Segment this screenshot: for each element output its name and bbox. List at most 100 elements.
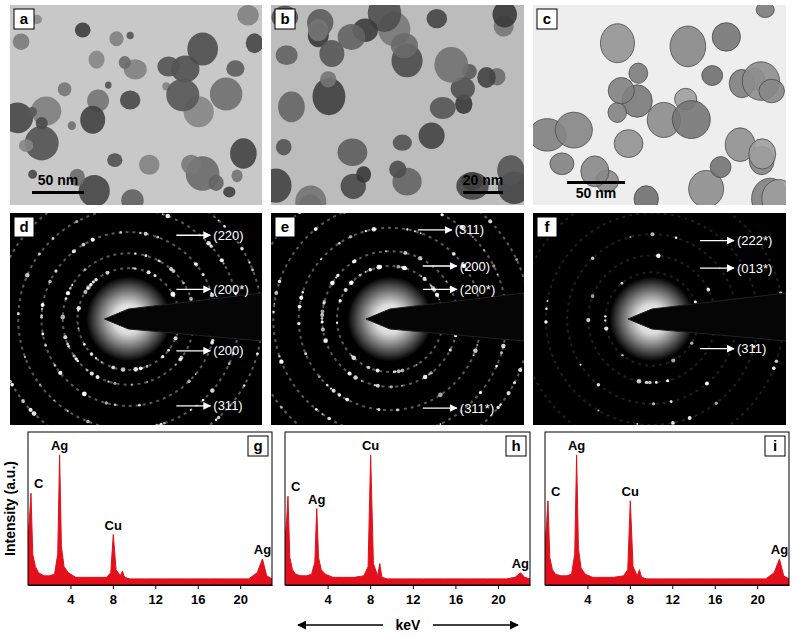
diffraction-spot (54, 364, 57, 367)
diffraction-spot (139, 366, 143, 370)
diffraction-spot (423, 277, 427, 281)
diffraction-spot (175, 364, 177, 366)
scale-bar-label: 50 nm (38, 172, 78, 188)
scale-bar-label: 20 nm (463, 172, 503, 188)
nanoparticle (702, 66, 723, 86)
ring-label: (200) (460, 259, 490, 274)
tem-image (533, 5, 786, 205)
nanoparticle (419, 123, 445, 149)
diffraction-spot (92, 281, 95, 284)
nanoparticle (127, 32, 134, 40)
tick-mark (587, 585, 588, 589)
tick-label: 16 (191, 592, 205, 607)
diffraction-spot (670, 400, 673, 403)
diffraction-spot (414, 230, 416, 232)
tick-label: 8 (367, 592, 374, 607)
nanoparticle (749, 139, 776, 169)
diffraction-spot (121, 367, 126, 372)
nanoparticle (166, 79, 199, 112)
diffraction-spot (473, 349, 477, 353)
nanoparticle (105, 81, 112, 88)
diffraction-spot (476, 344, 478, 346)
scale-bar (567, 181, 625, 184)
ring-arrow (700, 240, 734, 241)
diffraction-spot (251, 268, 254, 271)
diffraction-spot (545, 308, 547, 310)
tick-mark (672, 585, 673, 589)
diffraction-spot (157, 259, 160, 262)
figure: 50 nma20 nmb50 nmc(220)(200*)(200)(311)d… (0, 0, 797, 638)
diffraction-spot (170, 292, 175, 297)
diffraction-spot (248, 262, 250, 264)
tick-mark (240, 585, 241, 589)
x-axis: 48121620 (29, 585, 273, 607)
diffraction-spot (694, 301, 697, 304)
peak-label: Ag (51, 438, 68, 453)
diffraction-spot (147, 270, 151, 274)
nanoparticle (600, 24, 634, 63)
tick-mark (370, 585, 371, 589)
diffraction-spot (299, 296, 303, 300)
diffraction-spot (146, 365, 149, 368)
peak-label: C (551, 484, 561, 499)
panel-label: b (280, 10, 289, 27)
diffraction-spot (518, 368, 522, 372)
tick-label: 4 (324, 592, 332, 607)
diffraction-ring (271, 213, 524, 425)
diffraction-spot (223, 262, 225, 264)
nanoparticle (246, 33, 262, 53)
panel-label: a (20, 10, 29, 27)
saed-panel: (220)(200*)(200)(311)d (0, 184, 263, 453)
diffraction-spot (217, 416, 220, 419)
tem-panel: 20 nm b (260, 0, 530, 218)
nanoparticle (712, 23, 740, 51)
ring-label: (311*) (460, 401, 494, 416)
diffraction-spot (330, 387, 332, 389)
diffraction-spot (321, 320, 324, 323)
diffraction-spot (58, 371, 62, 375)
diffraction-spot (133, 367, 138, 372)
diffraction-spot (438, 299, 440, 301)
diffraction-spot (404, 267, 407, 270)
diffraction-spot (155, 424, 159, 425)
diffraction-spot (132, 267, 135, 270)
diffraction-spot (90, 352, 93, 355)
diffraction-spot (144, 254, 147, 257)
diffraction-spot (83, 290, 87, 294)
x-tick: 4 (324, 585, 332, 607)
diffraction-spot (500, 403, 502, 405)
diffraction-spot (327, 417, 331, 421)
diffraction-spot (105, 271, 109, 275)
diffraction-spot (365, 230, 367, 232)
nanoparticle (157, 57, 179, 77)
diffraction-spot (66, 291, 70, 295)
ring-label: (200*) (460, 282, 495, 297)
diffraction-spot (435, 293, 438, 296)
nanoparticle (337, 139, 367, 166)
diffraction-spot (32, 411, 37, 416)
nanoparticle (477, 67, 496, 88)
nanoparticle (181, 155, 201, 175)
diffraction-spot (423, 375, 428, 380)
nanoparticle (762, 179, 786, 205)
x-axis-arrow (298, 624, 383, 626)
nanoparticle (13, 33, 30, 50)
plot-area (285, 455, 530, 585)
diffraction-spot (91, 238, 95, 242)
spectrum-area (285, 455, 530, 585)
x-tick: 8 (110, 585, 117, 607)
diffraction-spot (376, 384, 380, 388)
diffraction-spot (202, 399, 205, 402)
diffraction-spot (326, 384, 329, 387)
x-axis: 48121620 (546, 585, 790, 607)
diffraction-spot (349, 235, 353, 239)
diffraction-spot (479, 391, 482, 394)
peak-label: Cu (622, 484, 639, 499)
x-axis: 48121620 (286, 585, 531, 607)
diffraction-spot (40, 314, 42, 316)
diffraction-spot (397, 369, 401, 373)
diffraction-spot (153, 274, 156, 277)
diffraction-spot (65, 297, 68, 300)
diffraction-spot (637, 379, 642, 384)
plot-frame (545, 432, 789, 585)
